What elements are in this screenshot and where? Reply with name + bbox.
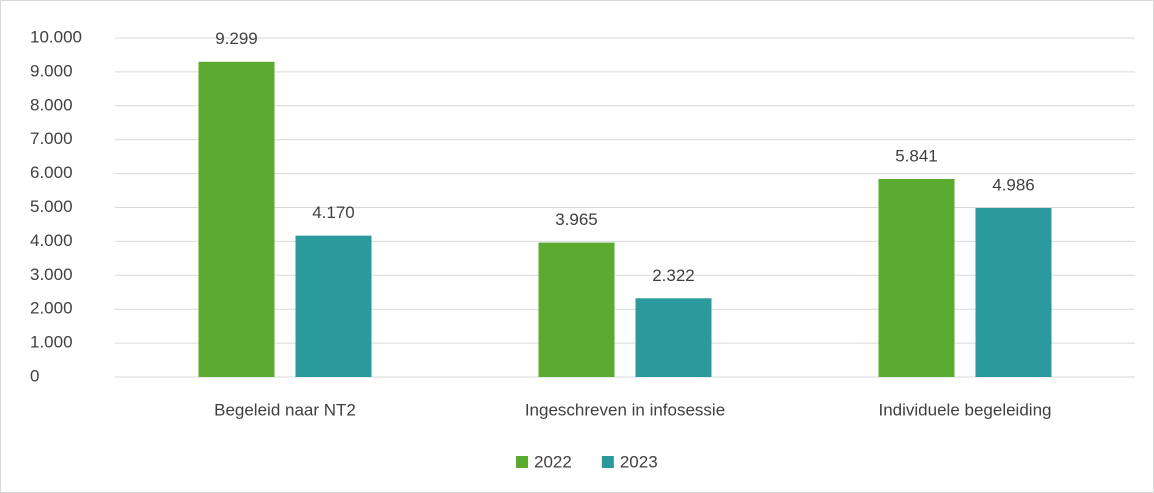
y-tick-label: 7.000	[30, 129, 73, 148]
y-tick-label: 4.000	[30, 231, 73, 250]
y-tick-label: 5.000	[30, 197, 73, 216]
bar	[295, 235, 372, 377]
legend-label: 2022	[534, 452, 572, 471]
value-label: 5.841	[895, 146, 938, 165]
legend-swatch	[516, 456, 528, 468]
y-tick-label: 6.000	[30, 163, 73, 182]
legend-swatch	[601, 456, 614, 468]
bar	[198, 61, 275, 377]
bar	[878, 178, 955, 377]
x-tick-label: Ingeschreven in infosessie	[525, 400, 725, 419]
y-tick-label: 3.000	[30, 265, 73, 284]
y-tick-label: 0	[30, 366, 39, 385]
x-tick-label: Individuele begeleiding	[879, 400, 1052, 419]
value-label: 3.965	[555, 210, 598, 229]
bar	[975, 207, 1052, 377]
y-tick-label: 10.000	[30, 27, 82, 46]
x-tick-label: Begeleid naar NT2	[214, 400, 356, 419]
y-tick-label: 2.000	[30, 299, 73, 318]
bar	[635, 298, 712, 377]
legend-label: 2023	[620, 452, 658, 471]
value-label: 9.299	[215, 29, 258, 48]
y-tick-label: 8.000	[30, 95, 73, 114]
bar	[538, 242, 615, 377]
y-tick-label: 1.000	[30, 333, 73, 352]
value-label: 4.170	[312, 203, 355, 222]
value-label: 4.986	[992, 175, 1035, 194]
value-label: 2.322	[652, 266, 695, 285]
y-tick-label: 9.000	[30, 61, 73, 80]
